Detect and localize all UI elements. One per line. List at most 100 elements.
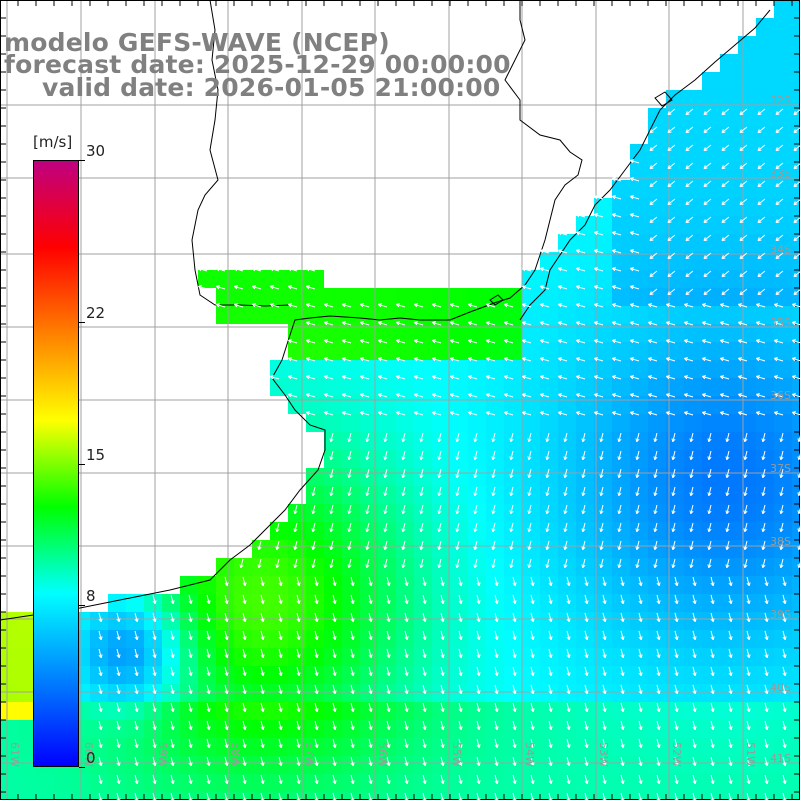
speed-cell <box>774 270 792 288</box>
wind-arrow <box>602 720 606 730</box>
wind-arrow-head <box>342 393 346 395</box>
speed-cell <box>612 540 630 558</box>
speed-cell <box>720 414 738 432</box>
wind-arrow-head <box>720 375 724 377</box>
wind-arrow-head <box>329 474 332 478</box>
wind-arrow <box>620 576 624 586</box>
colorbar-tick-mark <box>79 767 85 768</box>
wind-arrow-head <box>440 654 444 659</box>
wind-arrow <box>600 432 604 442</box>
speed-cell <box>450 540 468 558</box>
wind-arrow-head <box>638 780 642 785</box>
speed-cell <box>540 612 558 630</box>
wind-arrow-head <box>311 510 314 514</box>
speed-cell <box>594 792 612 800</box>
wind-arrow <box>685 288 694 295</box>
wind-arrow <box>474 540 478 550</box>
wind-arrow <box>746 666 750 676</box>
wind-arrow-head <box>455 492 458 496</box>
wind-arrow <box>630 231 640 236</box>
wind-arrow <box>152 792 156 800</box>
wind-arrow <box>368 720 372 730</box>
wind-arrow-head <box>383 510 386 514</box>
speed-cell <box>756 126 774 144</box>
speed-cell <box>522 666 540 684</box>
wind-arrow <box>188 594 192 604</box>
wind-arrow <box>618 522 622 532</box>
wind-arrow-head <box>299 798 301 800</box>
wind-arrow <box>224 612 228 622</box>
speed-cell <box>792 774 800 792</box>
wind-arrow <box>630 213 640 218</box>
wind-arrow <box>667 288 676 295</box>
wind-arrow-head <box>455 438 458 442</box>
wind-arrow <box>720 393 730 398</box>
wind-arrow-head <box>775 111 778 115</box>
speed-cell <box>108 630 126 648</box>
wind-arrow-head <box>512 708 516 713</box>
speed-cell <box>90 684 108 702</box>
wind-arrow <box>721 198 730 205</box>
speed-cell <box>378 288 396 306</box>
wind-arrow <box>566 594 570 604</box>
wind-arrow <box>708 504 712 514</box>
wind-arrow-head <box>152 690 156 695</box>
wind-arrow <box>324 357 334 362</box>
speed-cell <box>144 792 162 800</box>
wind-arrow <box>468 375 478 380</box>
speed-cell <box>198 720 216 738</box>
wind-arrow-head <box>581 456 584 460</box>
speed-cell <box>684 90 702 108</box>
speed-cell <box>720 558 738 576</box>
wind-arrow-head <box>638 600 642 605</box>
wind-arrow-head <box>368 672 372 677</box>
wind-arrow <box>546 432 550 442</box>
speed-cell <box>630 756 648 774</box>
wind-arrow <box>757 162 766 169</box>
speed-cell <box>684 432 702 450</box>
wind-arrow-head <box>98 744 102 749</box>
speed-cell <box>306 396 324 414</box>
wind-arrow <box>450 339 460 344</box>
speed-cell <box>252 576 270 594</box>
speed-cell <box>774 324 792 342</box>
speed-cell <box>504 684 522 702</box>
speed-cell <box>414 342 432 360</box>
wind-arrow <box>492 450 496 460</box>
wind-arrow-head <box>440 744 444 749</box>
wind-arrow <box>636 468 640 478</box>
wind-arrow-head <box>576 231 580 233</box>
speed-cell <box>504 522 522 540</box>
speed-cell <box>558 288 576 306</box>
wind-arrow-head <box>368 690 372 695</box>
speed-cell <box>324 594 342 612</box>
speed-cell <box>432 576 450 594</box>
wind-arrow-head <box>602 726 606 731</box>
speed-cell <box>342 684 360 702</box>
speed-cell <box>432 666 450 684</box>
speed-cell <box>594 324 612 342</box>
wind-arrow-head <box>584 654 588 659</box>
latitude-label: 38S <box>770 535 791 548</box>
wind-arrow-head <box>792 393 796 395</box>
speed-cell <box>648 396 666 414</box>
wind-arrow-head <box>739 237 742 241</box>
speed-cell <box>666 756 684 774</box>
wind-arrow-head <box>458 726 462 731</box>
speed-cell <box>342 558 360 576</box>
speed-cell <box>306 792 324 800</box>
wind-arrow-head <box>793 219 796 223</box>
wind-arrow-head <box>206 600 210 605</box>
wind-arrow <box>522 267 532 272</box>
wind-arrow <box>458 684 462 694</box>
speed-cell <box>684 216 702 234</box>
wind-arrow-head <box>721 129 724 133</box>
speed-cell <box>342 504 360 522</box>
wind-arrow-head <box>329 528 332 532</box>
wind-arrow <box>558 393 568 398</box>
wind-arrow <box>782 774 786 784</box>
wind-arrow <box>152 648 156 658</box>
speed-cell <box>756 576 774 594</box>
wind-arrow-head <box>576 375 580 377</box>
wind-arrow-head <box>155 798 157 800</box>
